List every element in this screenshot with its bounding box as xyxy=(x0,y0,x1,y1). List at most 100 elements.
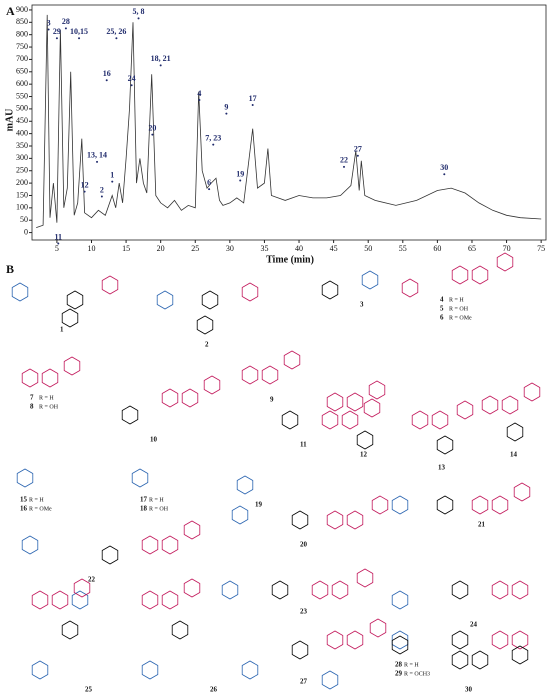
y-tick-label: 400 xyxy=(16,128,28,137)
compound-id: 27 xyxy=(300,678,308,686)
ring xyxy=(271,580,289,600)
x-tick-label: 20 xyxy=(157,244,165,253)
y-tick-label: 500 xyxy=(16,104,28,113)
ring xyxy=(346,510,364,530)
ring xyxy=(451,650,469,670)
x-tick-label: 55 xyxy=(399,244,407,253)
compound-id: 29 xyxy=(395,670,403,678)
ring xyxy=(73,578,91,598)
ring xyxy=(203,375,221,395)
ring xyxy=(371,495,389,515)
ring xyxy=(436,495,454,515)
y-tick-label: 0 xyxy=(24,227,28,236)
ring xyxy=(491,580,509,600)
ring xyxy=(321,670,339,690)
ring xyxy=(241,282,259,302)
y-tick-label: 200 xyxy=(16,178,28,187)
compound-id: 1 xyxy=(60,326,64,334)
ring xyxy=(63,356,81,376)
panel-label: B xyxy=(6,262,14,276)
compound-id: 7 xyxy=(30,394,34,402)
ring xyxy=(31,590,49,610)
ring xyxy=(356,430,374,450)
x-tick-label: 30 xyxy=(226,244,234,253)
peak-label: 5, 8 xyxy=(133,7,145,16)
x-tick-label: 40 xyxy=(295,244,303,253)
peak-label: 30 xyxy=(440,163,448,172)
ring xyxy=(326,630,344,650)
peak-marker xyxy=(208,188,211,191)
x-tick-label: 10 xyxy=(87,244,95,253)
peak-marker xyxy=(443,173,446,176)
ring xyxy=(291,510,309,530)
ring xyxy=(326,392,344,412)
peak-label: 3 xyxy=(47,18,51,27)
substituent: R = OMe xyxy=(29,506,52,512)
ring xyxy=(161,590,179,610)
ring xyxy=(141,590,159,610)
x-tick-label: 35 xyxy=(260,244,268,253)
ring xyxy=(356,568,374,588)
panel-label: A xyxy=(6,4,15,18)
x-tick-label: 75 xyxy=(537,244,545,253)
x-tick-label: 65 xyxy=(468,244,476,253)
peak-label: 25, 26 xyxy=(106,27,126,36)
compound-id: 14 xyxy=(510,451,518,459)
ring xyxy=(171,620,189,640)
x-tick-label: 45 xyxy=(330,244,338,253)
peak-label: 9 xyxy=(224,102,228,111)
peak-marker xyxy=(342,165,345,168)
peak-label: 2 xyxy=(100,185,104,194)
ring xyxy=(31,660,49,680)
y-tick-label: 700 xyxy=(16,54,28,63)
compound-id: 30 xyxy=(465,686,473,694)
ring xyxy=(161,388,179,408)
compound-id: 12 xyxy=(360,451,368,459)
ring xyxy=(231,505,249,525)
ring xyxy=(21,535,39,555)
x-axis-label: Time (min) xyxy=(266,254,314,265)
ring xyxy=(391,590,409,610)
peak-marker xyxy=(64,27,67,30)
ring xyxy=(236,475,254,495)
ring xyxy=(411,410,429,430)
substituent: R = H xyxy=(404,662,419,668)
ring xyxy=(436,435,454,455)
y-tick-label: 800 xyxy=(16,30,28,39)
y-tick-label: 900 xyxy=(16,5,28,14)
plot-frame xyxy=(31,4,547,241)
compound-id: 20 xyxy=(300,541,308,549)
ring xyxy=(241,365,259,385)
ring xyxy=(506,422,524,442)
y-tick-label: 750 xyxy=(16,42,28,51)
peak-marker xyxy=(111,180,114,183)
x-tick-label: 5 xyxy=(55,244,59,253)
x-tick-label: 70 xyxy=(503,244,511,253)
peak-marker xyxy=(47,28,50,31)
ring xyxy=(66,290,84,310)
peak-marker xyxy=(137,17,140,20)
ring xyxy=(346,392,364,412)
x-tick-label: 25 xyxy=(191,244,199,253)
peak-label: 11 xyxy=(55,232,63,241)
peak-marker xyxy=(212,143,215,146)
compound-id: 8 xyxy=(30,403,34,411)
peak-label: 7, 23 xyxy=(205,133,221,142)
y-tick-label: 250 xyxy=(16,166,28,175)
compound-id: 18 xyxy=(140,505,148,513)
y-tick-label: 100 xyxy=(16,203,28,212)
compound-id: 23 xyxy=(300,608,308,616)
ring xyxy=(491,495,509,515)
ring xyxy=(221,580,239,600)
ring xyxy=(511,645,529,665)
y-tick-label: 850 xyxy=(16,17,28,26)
ring xyxy=(71,590,89,610)
ring xyxy=(41,368,59,388)
ring xyxy=(331,580,349,600)
ring xyxy=(501,395,519,415)
peak-label: 6 xyxy=(207,178,211,187)
ring xyxy=(511,630,529,650)
peak-marker xyxy=(159,64,162,67)
substituent: R = H xyxy=(29,497,44,503)
peak-label: 29 xyxy=(53,27,61,36)
